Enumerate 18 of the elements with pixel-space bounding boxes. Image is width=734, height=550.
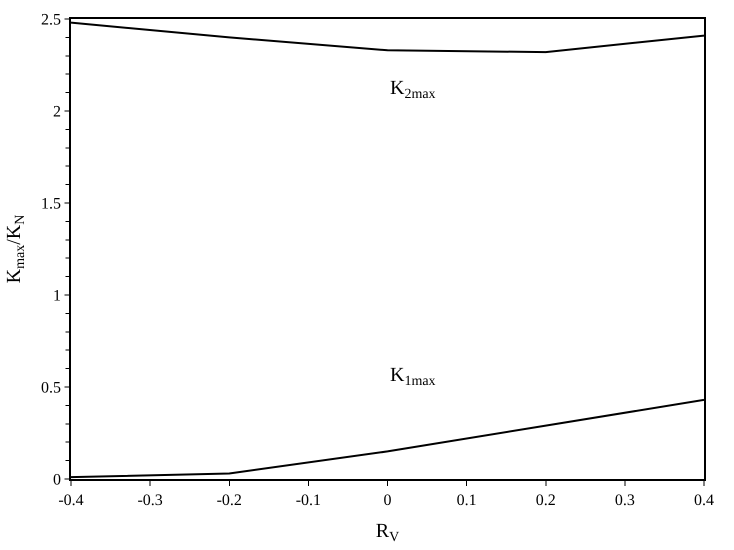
y-tick-label: 0 — [53, 472, 62, 489]
x-tick-label: -0.2 — [216, 492, 242, 509]
text: K$_{1max}$ — [390, 364, 436, 390]
y-tick-label: 1 — [53, 288, 62, 305]
y-tick-label: 2 — [53, 104, 62, 121]
x-tick-label: -0.3 — [137, 492, 163, 509]
series-label: K$_{2max}$ — [390, 77, 436, 102]
x-tick-label: 0.3 — [614, 492, 635, 509]
y-tick-label: 2.5 — [41, 12, 62, 29]
x-tick-label: -0.1 — [296, 492, 322, 509]
x-tick-label: 0.4 — [694, 492, 714, 509]
x-tick-label: 0 — [384, 492, 392, 509]
y-tick-label: 0.5 — [41, 380, 62, 397]
x-tick-label: 0.1 — [456, 492, 477, 509]
x-tick-label: -0.4 — [58, 492, 84, 509]
x-tick-label: 0.2 — [536, 492, 556, 509]
y-tick-label: 1.5 — [41, 196, 62, 213]
x-axis-title: R$_{V}$ — [376, 520, 400, 546]
